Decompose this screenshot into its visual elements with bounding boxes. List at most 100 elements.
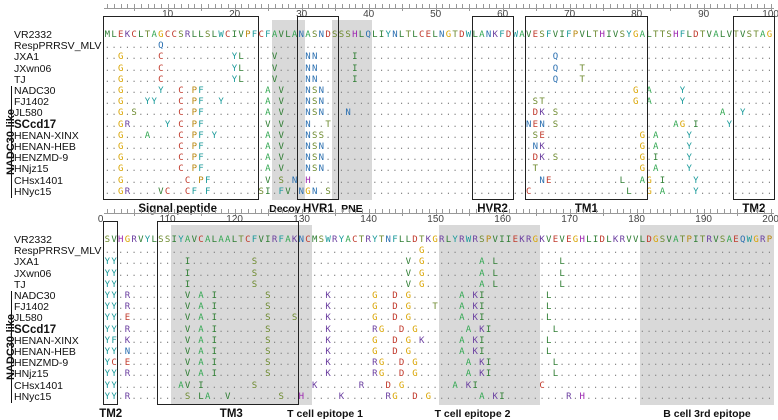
residue: . (485, 347, 492, 357)
residue: T (592, 30, 599, 40)
residue: . (418, 302, 425, 313)
residue: . (418, 324, 425, 335)
residue: . (612, 358, 619, 369)
residue: . (472, 74, 478, 85)
residue: . (739, 369, 746, 380)
residue: . (398, 97, 405, 108)
residue: . (753, 279, 759, 290)
residue: T (659, 30, 666, 40)
residue: . (686, 246, 692, 257)
residue: . (238, 279, 244, 290)
ruler-tick (576, 4, 578, 9)
strain-name: HENZMD-9 (14, 357, 69, 370)
residue: . (653, 86, 659, 96)
residue: . (338, 142, 345, 152)
residue: . (412, 63, 418, 74)
residue: K (325, 313, 331, 324)
residue: . (158, 119, 164, 130)
residue: . (332, 63, 338, 74)
residue: . (492, 246, 498, 257)
residue: . (398, 268, 405, 279)
residue: . (432, 324, 438, 335)
residue: . (739, 130, 746, 141)
sequence-row: YC.E........V.A.I.......S........K......… (104, 358, 774, 369)
ruler-tick (583, 4, 585, 9)
residue: . (445, 186, 452, 197)
residue: . (485, 291, 492, 301)
residue: . (204, 246, 211, 257)
residue: . (739, 268, 746, 279)
residue: . (512, 380, 518, 391)
residue: . (592, 74, 599, 85)
residue: . (505, 347, 512, 357)
residue: . (559, 63, 565, 74)
residue: . (392, 369, 398, 380)
residue: . (599, 142, 605, 152)
residue: . (225, 291, 231, 301)
residue: . (352, 380, 358, 391)
residue: . (753, 142, 759, 152)
residue: . (332, 369, 338, 380)
residue: . (653, 97, 659, 108)
residue: . (539, 246, 545, 257)
residue: Y (218, 97, 224, 108)
residue: . (499, 246, 505, 257)
residue: S (311, 86, 318, 96)
residue: . (532, 86, 539, 96)
residue: . (760, 347, 766, 357)
residue: . (639, 257, 646, 268)
residue: . (726, 279, 732, 290)
residue: . (171, 74, 177, 85)
residue: . (278, 246, 284, 257)
residue: . (566, 347, 572, 357)
residue: . (398, 74, 405, 85)
residue: . (318, 41, 325, 52)
residue: K (325, 302, 331, 313)
region-box (297, 16, 340, 200)
residue: . (131, 391, 137, 402)
residue: . (519, 119, 525, 130)
residue: . (352, 302, 358, 313)
ruler-tick (596, 209, 598, 214)
residue: . (325, 175, 331, 186)
residue: . (365, 186, 371, 197)
residue: . (632, 246, 639, 257)
residue: . (753, 291, 759, 301)
residue: . (412, 279, 418, 290)
residue: V (706, 30, 712, 40)
residue: . (699, 302, 706, 313)
ruler-tick (147, 209, 149, 214)
residue: . (659, 52, 666, 63)
residue: G (646, 175, 652, 186)
residue: . (760, 108, 766, 119)
residue: . (131, 347, 137, 357)
residue: . (566, 335, 572, 346)
residue: . (552, 257, 559, 268)
residue: . (485, 391, 492, 402)
residue: . (405, 52, 411, 63)
residue: I (479, 313, 485, 324)
residue: . (392, 324, 398, 335)
residue: . (566, 369, 572, 380)
residue: . (459, 369, 465, 380)
residue: L (626, 186, 632, 197)
residue: . (405, 369, 411, 380)
residue: . (673, 74, 679, 85)
residue: A (198, 369, 204, 380)
residue: . (699, 369, 706, 380)
residue: . (432, 279, 438, 290)
residue: . (666, 257, 672, 268)
residue: F (546, 30, 552, 40)
residue: . (445, 142, 452, 152)
residue: . (258, 358, 264, 369)
residue: . (505, 142, 512, 152)
residue: . (679, 130, 686, 141)
residue: . (439, 74, 445, 85)
residue: N (385, 235, 391, 245)
residue: . (733, 97, 739, 108)
residue: . (719, 391, 726, 402)
residue: . (345, 164, 351, 175)
residue: . (271, 186, 278, 197)
residue: A (653, 164, 659, 175)
residue: . (606, 63, 612, 74)
